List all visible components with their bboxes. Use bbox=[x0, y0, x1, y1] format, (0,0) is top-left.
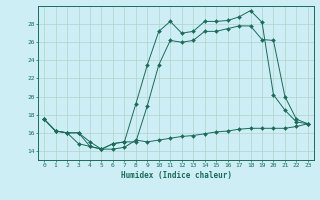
X-axis label: Humidex (Indice chaleur): Humidex (Indice chaleur) bbox=[121, 171, 231, 180]
